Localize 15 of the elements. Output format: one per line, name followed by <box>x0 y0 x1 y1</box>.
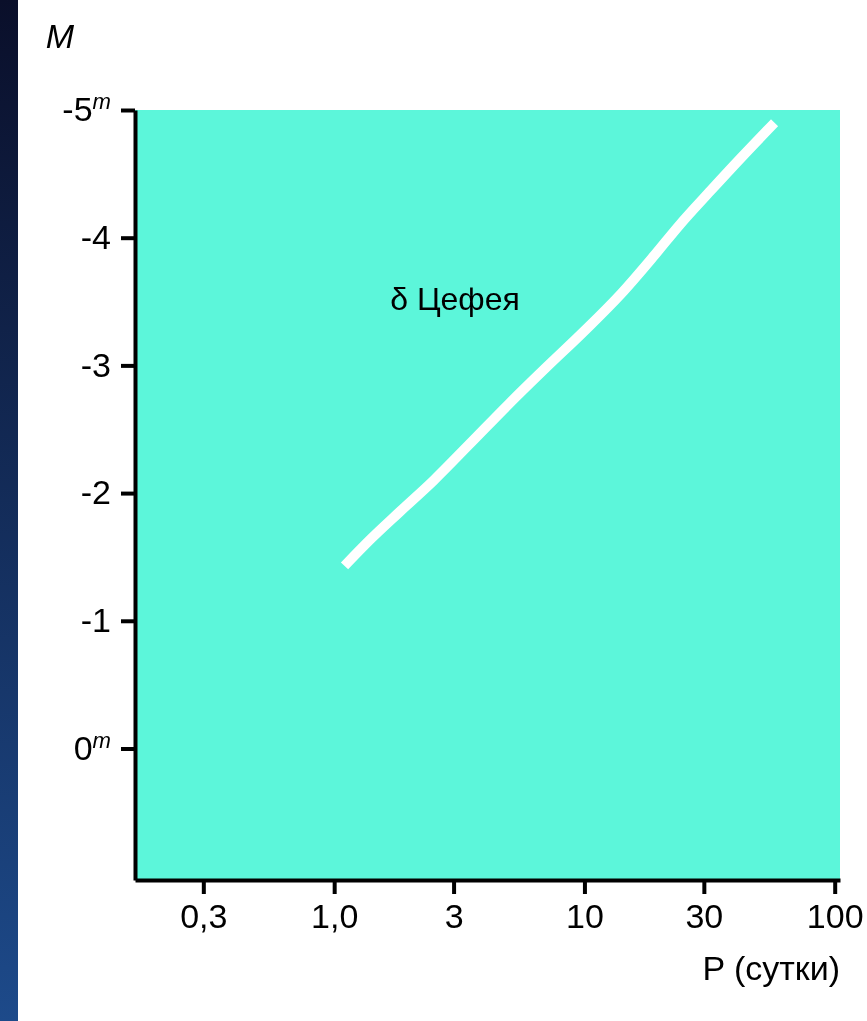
y-tick-label: -4 <box>80 218 111 257</box>
y-tick-label: -1 <box>80 601 111 640</box>
x-axis-title: P (сутки) <box>702 949 840 987</box>
x-tick-label: 30 <box>685 897 724 936</box>
y-tick-label: -2 <box>80 473 111 512</box>
x-tick-label: 10 <box>566 897 604 936</box>
x-tick-label: 100 <box>806 897 864 936</box>
y-tick-label: -3 <box>80 345 111 384</box>
x-tick-label: 1,0 <box>311 897 359 936</box>
x-tick-label: 3 <box>444 897 464 936</box>
y-tick-label: 0$^{m}$ <box>73 727 111 767</box>
annotation: δ Цефея <box>390 281 520 317</box>
y-axis-title: M <box>45 17 75 55</box>
x-tick-label: 0,3 <box>180 897 228 936</box>
y-tick-label: -5$^{m}$ <box>62 88 111 129</box>
